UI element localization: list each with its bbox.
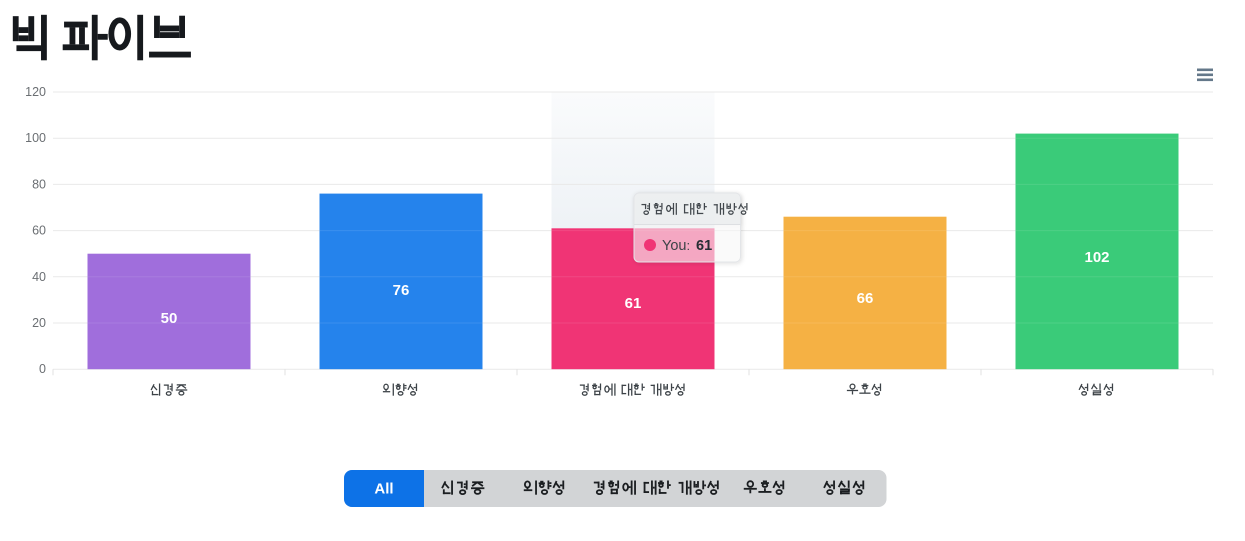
- svg-text:You:: You:: [662, 238, 690, 254]
- svg-text:50: 50: [161, 310, 178, 327]
- svg-text:0: 0: [39, 362, 46, 376]
- svg-text:61: 61: [625, 295, 642, 312]
- svg-text:100: 100: [25, 131, 46, 145]
- svg-text:80: 80: [32, 177, 46, 191]
- svg-text:40: 40: [32, 270, 46, 284]
- svg-text:120: 120: [25, 85, 46, 99]
- svg-text:All: All: [374, 481, 393, 498]
- svg-text:66: 66: [857, 290, 874, 307]
- svg-text:61: 61: [696, 238, 712, 254]
- svg-text:102: 102: [1084, 249, 1109, 266]
- svg-text:20: 20: [32, 316, 46, 330]
- svg-text:60: 60: [32, 224, 46, 238]
- svg-text:76: 76: [393, 282, 410, 299]
